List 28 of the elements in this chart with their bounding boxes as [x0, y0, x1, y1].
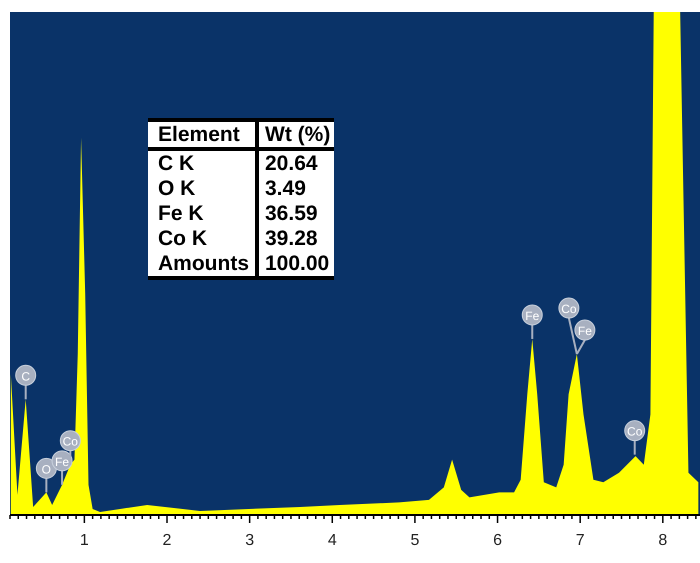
annotation: 36.59: [264, 201, 319, 226]
annotation: Co: [561, 302, 577, 316]
x-tick-label: 5: [410, 532, 420, 549]
annotation: Amounts: [148, 251, 257, 278]
annotation: Fe: [55, 454, 70, 469]
annotation: Element: [148, 120, 257, 149]
annotation: Fe K: [148, 201, 257, 226]
annotation: C: [21, 369, 30, 384]
x-tick-label: 6: [493, 532, 502, 549]
x-tick-label: 1: [80, 532, 89, 549]
x-tick-label: 2: [162, 532, 172, 549]
annotation: 39.28: [264, 226, 319, 251]
x-tick-label: 4: [328, 532, 337, 549]
annotation: 100.00: [264, 251, 330, 277]
annotation: Wt (%): [264, 122, 332, 148]
x-tick-label: 3: [245, 532, 254, 549]
annotation: O K: [148, 176, 257, 201]
annotation: 20.64: [264, 151, 319, 176]
annotation: Fe: [525, 308, 540, 323]
annotation: Co: [62, 434, 78, 449]
annotation: C K: [148, 149, 257, 176]
x-tick-label: 8: [658, 532, 668, 549]
annotation: O: [42, 462, 52, 476]
x-tick-label: 7: [576, 532, 585, 549]
annotation: Fe: [578, 324, 592, 338]
annotation: Co K: [148, 226, 257, 251]
annotation: Co: [627, 424, 643, 439]
annotation: 3.49: [264, 176, 307, 201]
